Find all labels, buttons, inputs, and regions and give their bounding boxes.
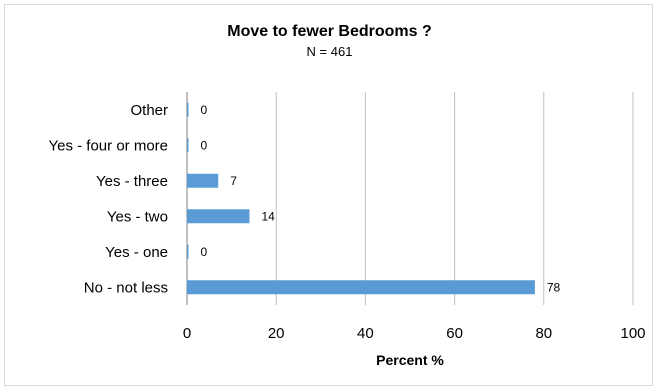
data-label: 78 bbox=[547, 280, 561, 294]
bar bbox=[187, 209, 250, 224]
category-label: Yes - two bbox=[107, 208, 168, 225]
category-label: Yes - one bbox=[105, 244, 168, 261]
bar bbox=[187, 244, 189, 259]
chart-title: Move to fewer Bedrooms ? bbox=[227, 23, 432, 40]
x-tick-label: 20 bbox=[268, 325, 285, 342]
x-tick-label: 40 bbox=[357, 325, 374, 342]
x-axis-label: Percent % bbox=[376, 352, 444, 368]
category-label: Yes - three bbox=[96, 173, 168, 190]
data-label: 14 bbox=[261, 209, 275, 223]
category-label: Other bbox=[130, 102, 168, 119]
bar bbox=[187, 173, 219, 188]
data-label: 7 bbox=[230, 174, 237, 188]
x-tick-label: 80 bbox=[535, 325, 552, 342]
category-label: No - not less bbox=[84, 279, 168, 296]
x-tick-label: 100 bbox=[620, 325, 645, 342]
bar bbox=[187, 138, 189, 153]
bar bbox=[187, 280, 535, 295]
chart-subtitle: N = 461 bbox=[306, 44, 353, 59]
x-tick-label: 0 bbox=[183, 325, 191, 342]
category-label: Yes - four or more bbox=[49, 137, 169, 154]
chart-frame bbox=[4, 4, 653, 386]
data-label: 0 bbox=[201, 138, 208, 152]
bar bbox=[187, 102, 189, 117]
x-tick-label: 60 bbox=[446, 325, 463, 342]
data-label: 0 bbox=[201, 245, 208, 259]
data-label: 0 bbox=[201, 103, 208, 117]
